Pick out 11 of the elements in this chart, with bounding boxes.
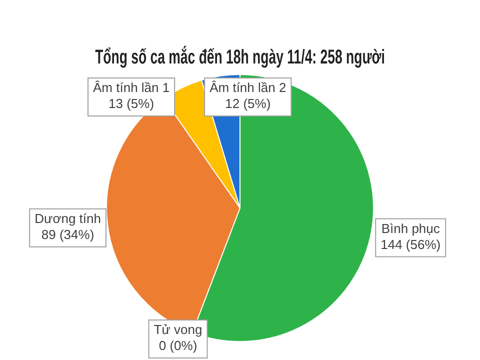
data-label: 144 (56%) — [380, 236, 441, 252]
data-label: 13 (5%) — [108, 96, 154, 112]
data-label: 89 (34%) — [41, 226, 94, 242]
text: 0 (0%) — [158, 338, 198, 354]
data-label: 12 (5%) — [225, 96, 271, 112]
slice-label: Âm tính lần 1 — [92, 80, 170, 96]
slice-label: Dương tính — [34, 210, 101, 226]
slice-label: Bình phục — [381, 220, 440, 236]
chart-title: Tổng số ca mắc đến 18h ngày 11/4: 258 người — [95, 44, 385, 68]
slice-label: Âm tính lần 2 — [210, 80, 286, 96]
category-label: Tử vong — [154, 322, 202, 338]
